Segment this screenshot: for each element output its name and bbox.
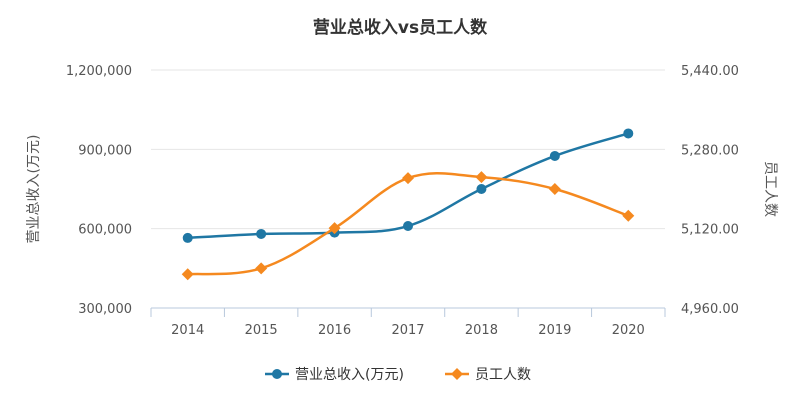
- x-tick-label: 2015: [245, 323, 278, 338]
- data-point: [402, 172, 414, 185]
- data-point: [255, 262, 268, 275]
- chart-title: 营业总收入vs员工人数: [313, 17, 488, 38]
- data-point: [182, 232, 193, 243]
- x-tick-label: 2019: [538, 323, 571, 338]
- data-point: [549, 150, 560, 161]
- x-tick-label: 2020: [612, 323, 645, 338]
- data-point: [622, 209, 635, 222]
- legend-label: 营业总收入(万元): [295, 367, 404, 383]
- axes: [150, 307, 666, 317]
- right-tick-label: 4,960.00: [681, 302, 739, 317]
- data-point: [181, 268, 194, 281]
- x-tick-label: 2016: [318, 323, 351, 338]
- x-tick-label: 2014: [171, 323, 204, 338]
- x-axis-ticks: 2014 2015 2016 2017 2018 2019 2020: [171, 323, 645, 338]
- grid-lines: [151, 69, 665, 230]
- legend-marker: [451, 368, 463, 380]
- left-axis-ticks: 300,000 600,000 900,000 1,200,000: [66, 64, 132, 317]
- left-tick-label: 1,200,000: [66, 64, 132, 79]
- x-tick-label: 2018: [465, 323, 498, 338]
- series-2: [181, 171, 635, 281]
- legend-marker: [272, 369, 282, 379]
- left-tick-label: 300,000: [78, 302, 132, 317]
- legend[interactable]: 营业总收入(万元) 员工人数: [265, 367, 531, 383]
- legend-item[interactable]: 营业总收入(万元): [265, 367, 404, 383]
- right-axis-title: 员工人数: [762, 161, 778, 217]
- left-axis-title: 营业总收入(万元): [26, 135, 42, 244]
- right-tick-label: 5,280.00: [681, 143, 739, 158]
- legend-label: 员工人数: [475, 367, 531, 383]
- data-point: [476, 184, 487, 194]
- series-layer: [181, 128, 635, 281]
- data-point: [403, 221, 413, 232]
- left-tick-label: 600,000: [78, 223, 132, 238]
- legend-item[interactable]: 员工人数: [445, 367, 531, 383]
- series-1: [182, 128, 634, 243]
- data-point: [548, 183, 561, 195]
- data-point: [328, 222, 341, 235]
- left-tick-label: 900,000: [78, 143, 132, 158]
- data-point: [256, 228, 267, 239]
- x-tick-label: 2017: [391, 323, 424, 338]
- right-tick-label: 5,120.00: [681, 223, 739, 238]
- right-axis-ticks: 4,960.00 5,120.00 5,280.00 5,440.00: [681, 64, 739, 317]
- data-point: [475, 171, 488, 184]
- right-tick-label: 5,440.00: [681, 64, 739, 79]
- data-point: [623, 128, 634, 139]
